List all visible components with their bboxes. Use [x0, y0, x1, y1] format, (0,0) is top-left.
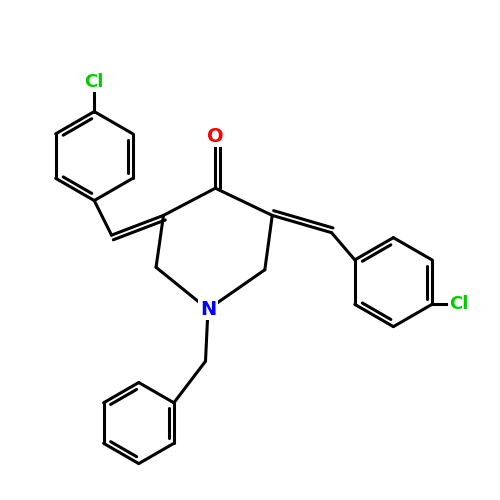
Text: O: O [207, 127, 224, 146]
Text: Cl: Cl [450, 296, 469, 314]
Text: Cl: Cl [84, 73, 104, 91]
Text: N: N [200, 300, 216, 319]
